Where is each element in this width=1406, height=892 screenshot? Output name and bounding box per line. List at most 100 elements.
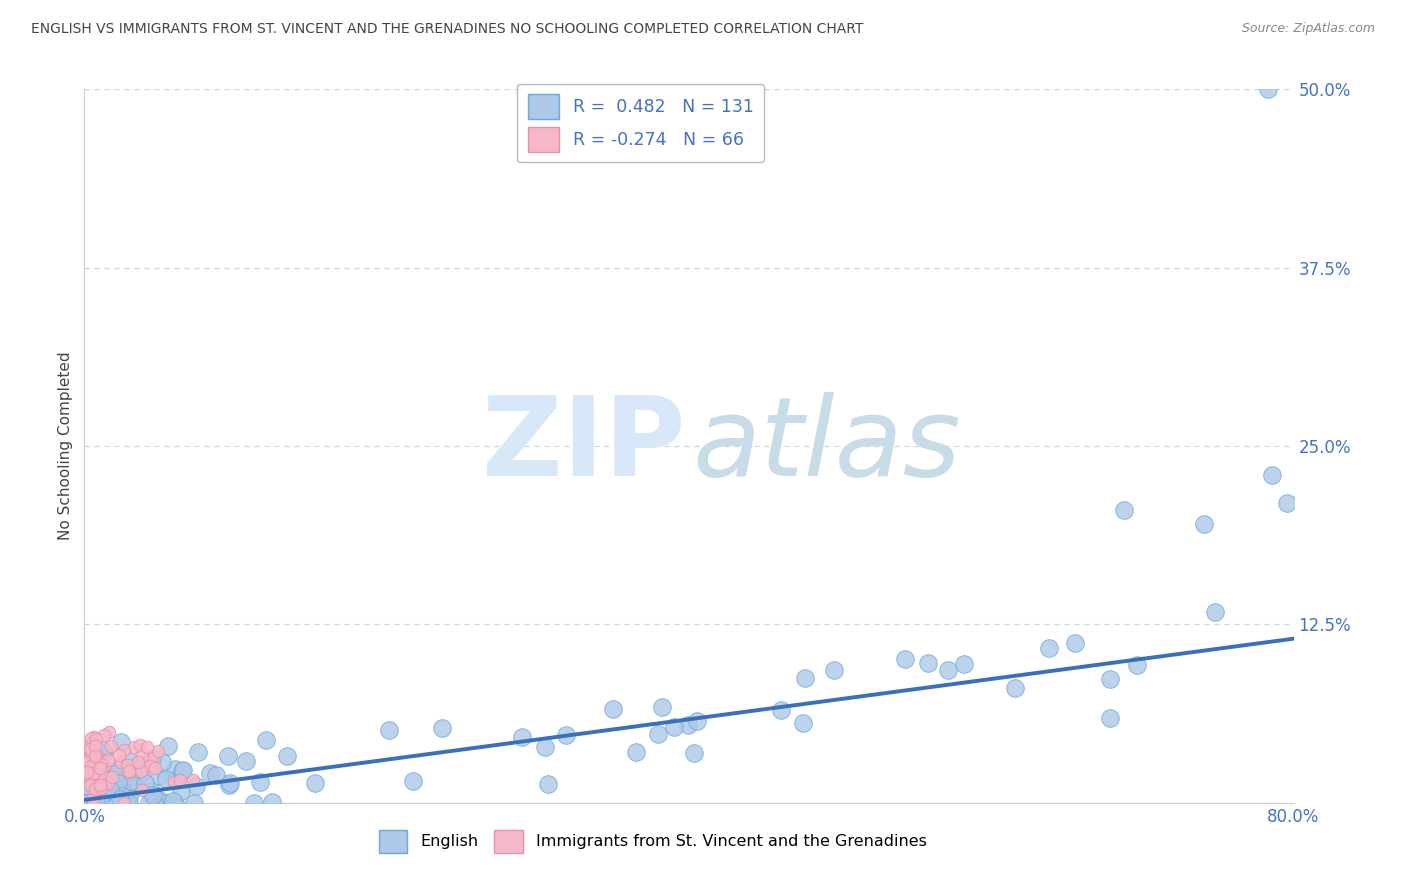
Point xyxy=(172,764,194,778)
Point xyxy=(83,739,105,754)
Point xyxy=(77,796,100,810)
Point xyxy=(138,796,160,810)
Point xyxy=(120,773,142,788)
Point xyxy=(112,743,135,757)
Point xyxy=(79,737,101,751)
Point xyxy=(163,775,186,789)
Point xyxy=(105,796,128,810)
Point xyxy=(77,772,100,787)
Point xyxy=(118,777,141,791)
Point xyxy=(91,753,114,767)
Point xyxy=(97,796,120,810)
Point xyxy=(676,718,699,732)
Point xyxy=(1114,503,1136,517)
Point xyxy=(183,796,205,810)
Point xyxy=(79,778,101,792)
Point xyxy=(115,796,138,810)
Point xyxy=(534,740,557,755)
Point xyxy=(792,716,814,731)
Point xyxy=(75,761,97,775)
Point xyxy=(770,703,793,717)
Point xyxy=(142,796,165,810)
Point xyxy=(823,663,845,677)
Point xyxy=(100,770,122,784)
Point xyxy=(122,740,145,755)
Point xyxy=(77,743,100,757)
Point xyxy=(91,754,114,768)
Point xyxy=(94,769,117,783)
Point xyxy=(1192,517,1215,532)
Point xyxy=(97,775,120,789)
Point xyxy=(89,778,111,792)
Point xyxy=(537,776,560,790)
Point xyxy=(89,781,111,796)
Point xyxy=(89,761,111,775)
Point xyxy=(76,768,98,782)
Point xyxy=(1038,641,1060,656)
Point xyxy=(114,787,136,801)
Point xyxy=(86,793,108,807)
Point xyxy=(111,796,134,810)
Point xyxy=(96,796,118,810)
Point xyxy=(131,783,153,797)
Point xyxy=(1064,636,1087,650)
Point xyxy=(242,796,264,810)
Point xyxy=(83,747,105,761)
Point xyxy=(110,780,132,794)
Point xyxy=(77,780,100,795)
Point xyxy=(86,747,108,761)
Point xyxy=(110,755,132,769)
Point xyxy=(83,748,105,763)
Point xyxy=(1004,681,1026,695)
Point xyxy=(235,754,257,768)
Point xyxy=(647,727,669,741)
Point xyxy=(378,723,401,737)
Point xyxy=(110,789,132,803)
Point xyxy=(76,739,98,754)
Point xyxy=(555,728,578,742)
Point xyxy=(187,745,209,759)
Point xyxy=(138,759,160,773)
Point xyxy=(96,787,118,801)
Point xyxy=(84,781,107,796)
Point xyxy=(76,754,98,768)
Point xyxy=(170,764,193,778)
Point xyxy=(112,796,135,810)
Point xyxy=(150,755,173,769)
Point xyxy=(111,786,134,800)
Point xyxy=(90,756,112,771)
Point xyxy=(105,796,128,810)
Point xyxy=(80,758,103,772)
Point xyxy=(97,753,120,767)
Point xyxy=(304,775,326,789)
Point xyxy=(249,775,271,789)
Point xyxy=(155,796,177,810)
Point xyxy=(118,790,141,805)
Point xyxy=(87,791,110,805)
Point xyxy=(145,791,167,805)
Point xyxy=(686,714,709,729)
Point xyxy=(83,765,105,780)
Point xyxy=(87,780,110,795)
Point xyxy=(217,748,239,763)
Point xyxy=(129,764,152,778)
Point xyxy=(150,794,173,808)
Point xyxy=(135,740,157,755)
Text: ENGLISH VS IMMIGRANTS FROM ST. VINCENT AND THE GRENADINES NO SCHOOLING COMPLETED: ENGLISH VS IMMIGRANTS FROM ST. VINCENT A… xyxy=(31,22,863,37)
Point xyxy=(128,762,150,776)
Point xyxy=(125,779,148,793)
Point xyxy=(118,754,141,768)
Point xyxy=(952,657,974,671)
Point xyxy=(84,796,107,810)
Point xyxy=(94,796,117,810)
Point xyxy=(101,796,124,810)
Point xyxy=(276,748,298,763)
Point xyxy=(1126,658,1149,673)
Point xyxy=(128,767,150,781)
Point xyxy=(111,796,134,810)
Point xyxy=(118,796,141,810)
Point xyxy=(100,739,122,753)
Point xyxy=(129,738,152,752)
Point xyxy=(82,796,104,810)
Point xyxy=(84,781,107,796)
